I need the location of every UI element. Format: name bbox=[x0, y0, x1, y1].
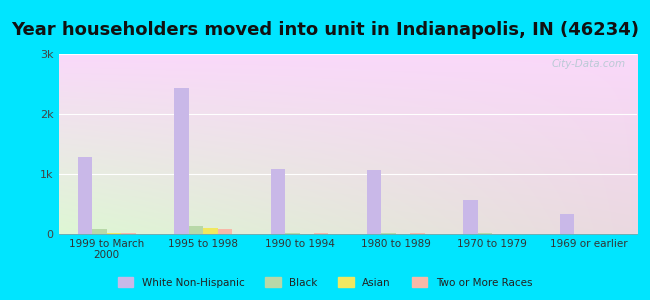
Bar bbox=[92, 229, 107, 234]
Legend: White Non-Hispanic, Black, Asian, Two or More Races: White Non-Hispanic, Black, Asian, Two or… bbox=[114, 273, 536, 292]
Bar bbox=[78, 157, 92, 234]
Bar bbox=[218, 229, 232, 234]
Bar bbox=[575, 233, 589, 234]
Bar bbox=[188, 226, 203, 234]
Bar bbox=[314, 233, 328, 234]
Bar bbox=[285, 233, 300, 234]
Bar bbox=[410, 233, 425, 234]
Bar bbox=[560, 214, 575, 234]
Text: City-Data.com: City-Data.com bbox=[551, 59, 625, 69]
Bar bbox=[382, 233, 396, 234]
Bar bbox=[367, 170, 382, 234]
Bar bbox=[107, 233, 121, 234]
Bar bbox=[463, 200, 478, 234]
Bar bbox=[478, 233, 492, 234]
Text: Year householders moved into unit in Indianapolis, IN (46234): Year householders moved into unit in Ind… bbox=[11, 21, 639, 39]
Bar bbox=[174, 88, 188, 234]
Bar bbox=[270, 169, 285, 234]
Bar bbox=[203, 228, 218, 234]
Bar bbox=[121, 233, 136, 234]
